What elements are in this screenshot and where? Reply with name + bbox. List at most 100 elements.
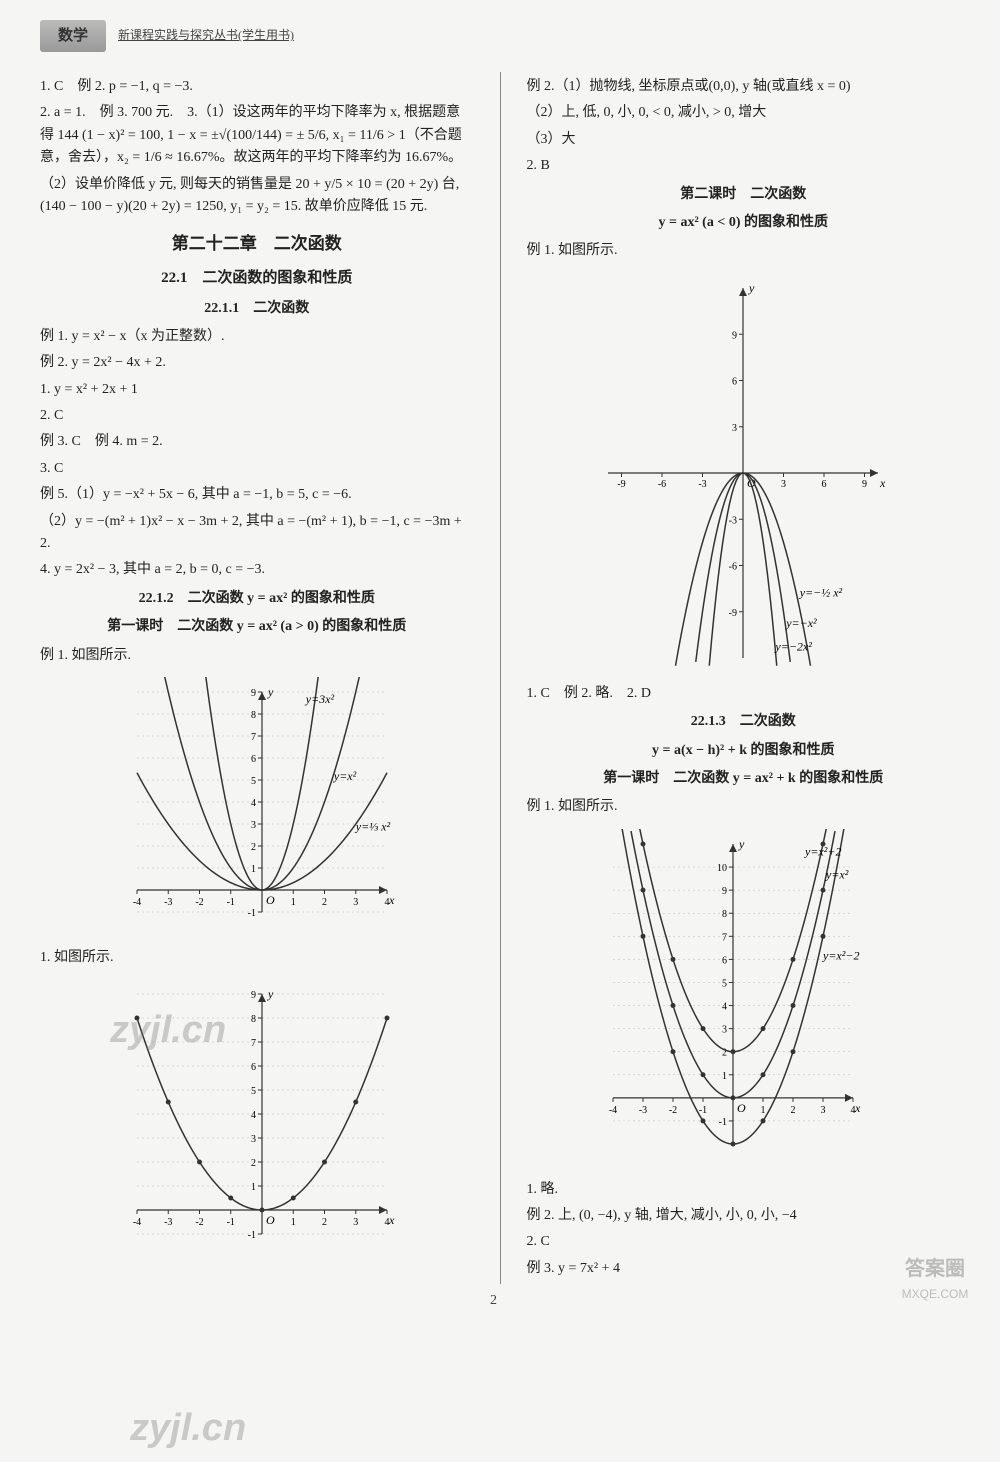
svg-text:9: 9 [722,886,727,897]
answer-line: 例 3. C 例 4. m = 2. [40,431,474,453]
svg-text:10: 10 [717,863,727,874]
svg-text:6: 6 [822,479,827,490]
svg-text:-4: -4 [133,897,141,908]
svg-text:3: 3 [353,1217,358,1228]
svg-text:-2: -2 [195,897,203,908]
corner-badge: 答案圈 MXQE.COM [880,1253,990,1304]
right-column: 例 2.（1）抛物线, 坐标原点或(0,0), y 轴(或直线 x = 0) （… [527,72,961,1284]
svg-text:4: 4 [722,1001,727,1012]
answer-line: 例 1. 如图所示. [527,240,961,262]
answer-line: 例 1. 如图所示. [40,645,474,667]
svg-text:-1: -1 [699,1105,707,1116]
svg-text:3: 3 [781,479,786,490]
answer-line: （2）y = −(m² + 1)x² − x − 3m + 2, 其中 a = … [40,511,474,556]
svg-text:1: 1 [291,1217,296,1228]
svg-text:y: y [738,837,745,851]
answer-line: 例 1. y = x² − x（x 为正整数）. [40,326,474,348]
svg-text:-2: -2 [195,1217,203,1228]
svg-text:x: x [854,1101,861,1115]
answer-line: （2）设单价降低 y 元, 则每天的销售量是 20 + y/5 × 10 = (… [40,174,474,219]
lesson-title: 第二课时 二次函数 [527,184,961,206]
svg-text:5: 5 [251,1086,256,1097]
svg-text:y=x²: y=x² [825,867,849,881]
svg-text:y=−2x²: y=−2x² [775,639,813,653]
svg-text:x: x [388,893,395,907]
svg-text:1: 1 [291,897,296,908]
answer-line: 1. C 例 2. p = −1, q = −3. [40,76,474,98]
svg-text:9: 9 [251,688,256,699]
svg-text:-3: -3 [729,515,737,526]
svg-text:3: 3 [353,897,358,908]
svg-text:1: 1 [251,864,256,875]
svg-text:4: 4 [251,1110,256,1121]
svg-text:-4: -4 [609,1105,617,1116]
answer-line: 2. a = 1. 例 3. 700 元. 3.（1）设这两年的平均下降率为 x… [40,102,474,169]
svg-text:-4: -4 [133,1217,141,1228]
svg-text:-9: -9 [618,479,626,490]
answer-line: 例 5.（1）y = −x² + 5x − 6, 其中 a = −1, b = … [40,484,474,506]
svg-text:5: 5 [251,776,256,787]
answer-line: 例 2. y = 2x² − 4x + 2. [40,352,474,374]
svg-text:O: O [266,893,275,907]
svg-text:y=x²−2: y=x²−2 [822,948,859,962]
chart-a: -4-3-2-11234-1123456789xyOy=3x²y=x²y=⅓ x… [107,677,407,937]
svg-text:2: 2 [322,1217,327,1228]
svg-text:6: 6 [722,955,727,966]
svg-text:-1: -1 [226,897,234,908]
svg-text:3: 3 [732,422,737,433]
svg-text:y=3x²: y=3x² [305,692,335,706]
chart-a-container: -4-3-2-11234-1123456789xyOy=3x²y=x²y=⅓ x… [40,677,474,937]
svg-text:7: 7 [251,1038,256,1049]
answer-line: 2. C [40,405,474,427]
lesson-title: 第一课时 二次函数 y = ax² (a > 0) 的图象和性质 [40,616,474,638]
svg-text:2: 2 [251,842,256,853]
svg-text:2: 2 [791,1105,796,1116]
answer-line: （2）上, 低, 0, 小, 0, < 0, 减小, > 0, 增大 [527,102,961,124]
svg-text:y=−½ x²: y=−½ x² [799,585,843,599]
svg-text:9: 9 [862,479,867,490]
subsection-title: y = a(x − h)² + k 的图象和性质 [527,740,961,762]
chart-d: -4-3-2-11234-112345678910xyOy=x²+2y=x²y=… [583,829,903,1169]
svg-text:4: 4 [251,798,256,809]
svg-text:-9: -9 [729,607,737,618]
section-title: 22.1 二次函数的图象和性质 [40,266,474,290]
chart-c: xyO-9-6-3369369-3-6-9y=−½ x²y=−x²y=−2x² [583,273,903,673]
svg-text:y=x²: y=x² [333,769,357,783]
svg-text:x: x [879,476,886,490]
svg-text:-1: -1 [226,1217,234,1228]
answer-line: 1. 如图所示. [40,947,474,969]
lesson-title: 第一课时 二次函数 y = ax² + k 的图象和性质 [527,768,961,790]
svg-text:6: 6 [251,1062,256,1073]
answer-line: 2. C [527,1231,961,1253]
svg-text:2: 2 [322,897,327,908]
answer-line: 2. B [527,155,961,177]
svg-text:y: y [267,685,274,699]
answer-line: 4. y = 2x² − 3, 其中 a = 2, b = 0, c = −3. [40,559,474,581]
svg-text:8: 8 [722,909,727,920]
svg-text:-1: -1 [247,1230,255,1241]
svg-text:6: 6 [251,754,256,765]
svg-text:-3: -3 [164,1217,172,1228]
answer-line: 1. 略. [527,1179,961,1201]
svg-text:x: x [388,1213,395,1227]
svg-text:9: 9 [732,330,737,341]
svg-text:-2: -2 [669,1105,677,1116]
subsection-title: 22.1.3 二次函数 [527,711,961,733]
svg-text:y=x²+2: y=x²+2 [804,844,841,858]
subsection-title: 22.1.1 二次函数 [40,298,474,320]
svg-text:8: 8 [251,1014,256,1025]
svg-text:y=⅓ x²: y=⅓ x² [355,820,391,834]
chart-c-container: xyO-9-6-3369369-3-6-9y=−½ x²y=−x²y=−2x² [527,273,961,673]
svg-text:5: 5 [722,978,727,989]
svg-text:O: O [266,1213,275,1227]
svg-text:3: 3 [821,1105,826,1116]
answer-line: 例 2.（1）抛物线, 坐标原点或(0,0), y 轴(或直线 x = 0) [527,76,961,98]
svg-text:-3: -3 [699,479,707,490]
svg-text:1: 1 [722,1070,727,1081]
chart-d-container: -4-3-2-11234-112345678910xyOy=x²+2y=x²y=… [527,829,961,1169]
svg-text:1: 1 [251,1182,256,1193]
svg-text:3: 3 [722,1024,727,1035]
chart-b: -4-3-2-11234-1123456789xyO [107,979,407,1259]
subsection-title: 22.1.2 二次函数 y = ax² 的图象和性质 [40,588,474,610]
svg-text:7: 7 [722,932,727,943]
